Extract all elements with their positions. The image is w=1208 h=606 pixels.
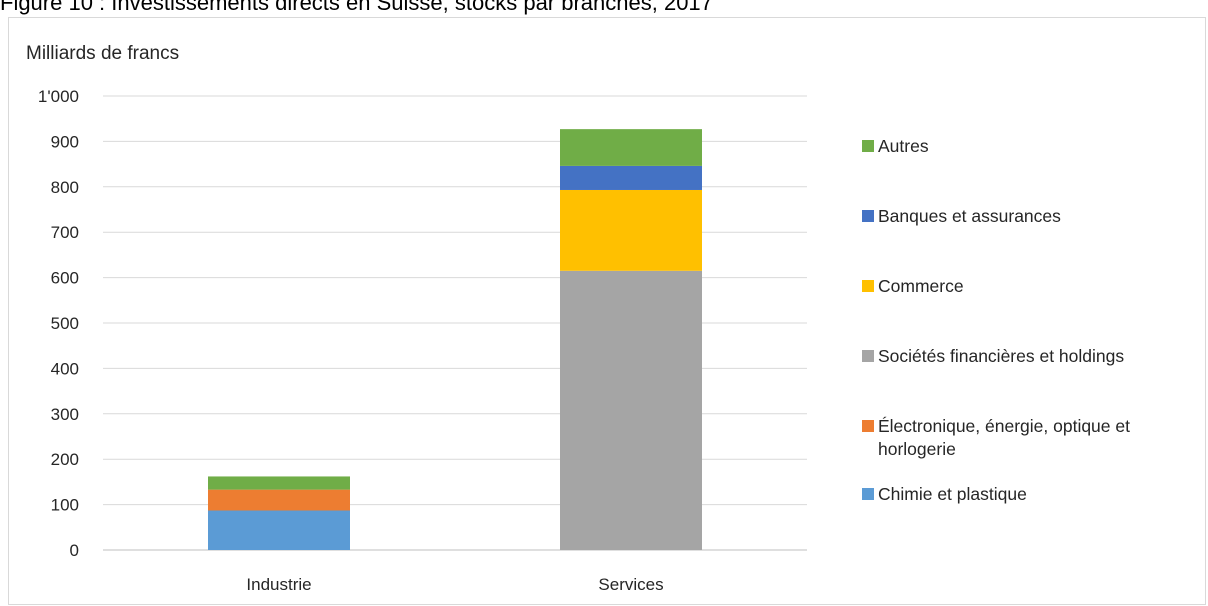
legend-item: Banques et assurances: [862, 206, 1061, 226]
legend-label: Banques et assurances: [878, 206, 1061, 226]
legend-label: Électronique, énergie, optique et horloge…: [878, 416, 1130, 459]
bars: [208, 129, 702, 550]
legend-swatch: [862, 350, 874, 362]
y-tick-label: 900: [51, 132, 79, 151]
legend-label: Sociétés financières et holdings: [878, 346, 1124, 366]
legend-label: Chimie et plastique: [878, 484, 1027, 504]
y-tick-label: 0: [70, 541, 79, 560]
legend-swatch: [862, 280, 874, 292]
legend-label: Commerce: [878, 276, 964, 296]
y-tick-label: 700: [51, 223, 79, 242]
bar-segment: [560, 165, 702, 190]
bar-segment: [560, 270, 702, 550]
legend-item: Sociétés financières et holdings: [862, 346, 1124, 366]
y-tick-label: 800: [51, 178, 79, 197]
x-tick-label: Industrie: [246, 575, 311, 594]
bar-segment: [208, 476, 350, 490]
y-tick-label: 300: [51, 405, 79, 424]
figure-title: Figure 10 : Investissements directs en S…: [0, 0, 713, 15]
legend-item: Commerce: [862, 276, 964, 296]
legend: Autres Banques et assurances Commerce Socié…: [862, 136, 1130, 504]
bar-segment: [208, 510, 350, 550]
legend-item: Chimie et plastique: [862, 484, 1027, 504]
bar-segment: [560, 189, 702, 271]
legend-swatch: [862, 140, 874, 152]
chart-area: Milliards de francs 0 100 200 300 400 500 600 7…: [8, 17, 1206, 605]
bar-segment: [560, 129, 702, 166]
legend-swatch: [862, 488, 874, 500]
y-tick-label: 1'000: [38, 87, 79, 106]
legend-item: Électronique, énergie, optique et horloge…: [862, 416, 1130, 459]
y-axis-label: Milliards de francs: [26, 43, 179, 64]
x-tick-label: Services: [598, 575, 663, 594]
y-tick-label: 600: [51, 269, 79, 288]
y-tick-label: 100: [51, 496, 79, 515]
y-axis-ticks: 0 100 200 300 400 500 600 700 800 900 1'000: [38, 87, 79, 560]
legend-label: Autres: [878, 136, 929, 156]
legend-swatch: [862, 210, 874, 222]
y-tick-label: 200: [51, 450, 79, 469]
x-axis-ticks: Industrie Services: [246, 575, 663, 594]
legend-item: Autres: [862, 136, 929, 156]
y-tick-label: 400: [51, 359, 79, 378]
y-tick-label: 500: [51, 314, 79, 333]
legend-swatch: [862, 420, 874, 432]
bar-segment: [208, 489, 350, 511]
stacked-bar-chart: Milliards de francs 0 100 200 300 400 500 600 7…: [26, 43, 1130, 594]
